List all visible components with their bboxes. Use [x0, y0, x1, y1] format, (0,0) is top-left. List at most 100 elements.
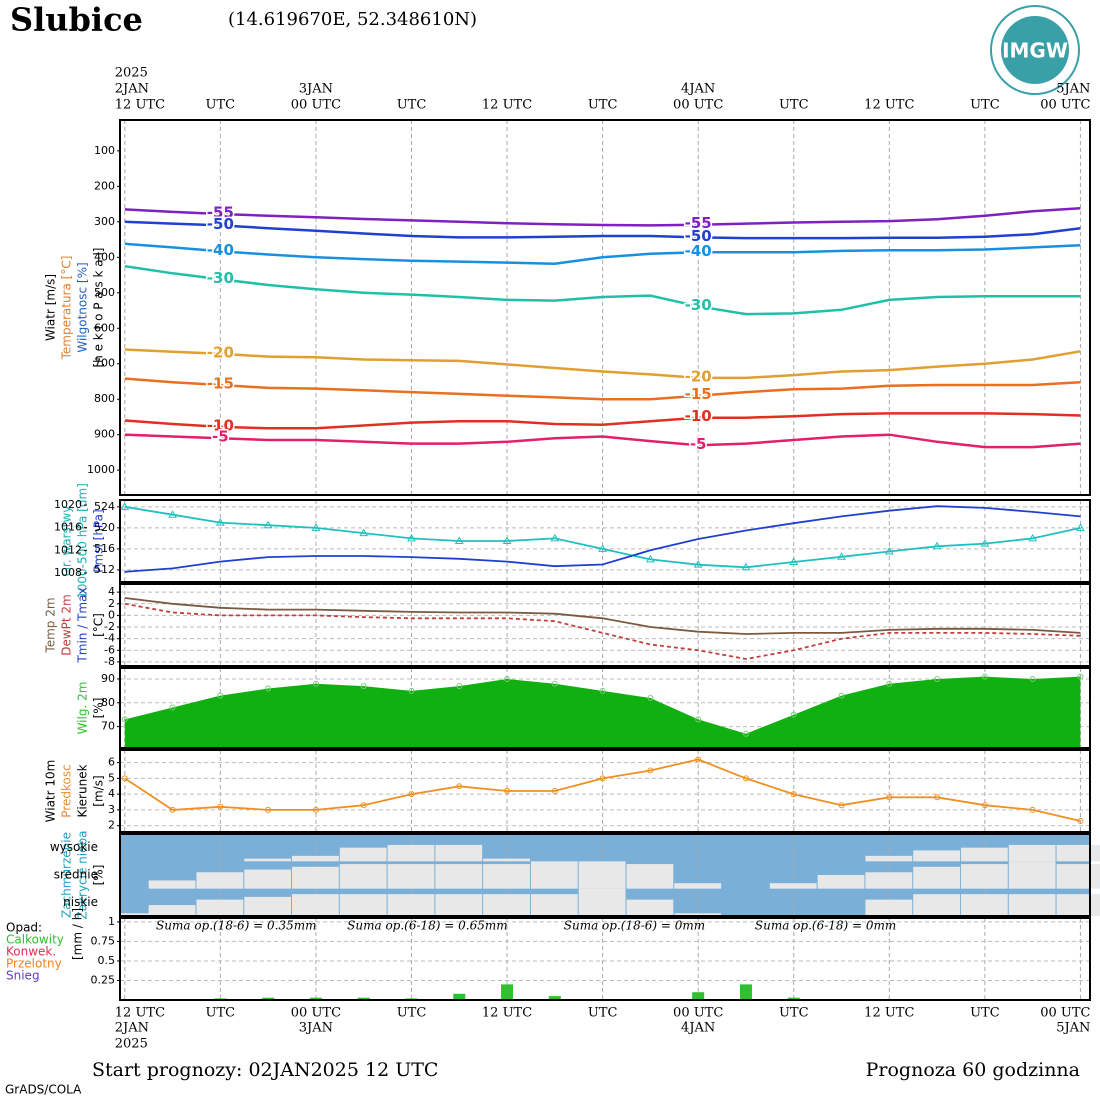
title: Slubice	[10, 1, 143, 39]
humidity-point	[790, 711, 797, 718]
point-marker	[312, 806, 319, 813]
panel: Gr. warstwy 1000-500 hPa [dm] Pmsl [hPa]51…	[54, 483, 1091, 599]
y-tick-label: 4	[108, 585, 115, 598]
cloud-bar	[435, 864, 483, 889]
triangle-marker	[693, 560, 703, 568]
humidity-point	[217, 692, 224, 699]
point-marker	[981, 802, 988, 809]
cloud-bar	[1056, 864, 1100, 889]
side-label: DewPt 2m	[60, 594, 74, 656]
precip-sum: Suma op.(18-6) = 0.35mm	[156, 919, 317, 933]
y-tick-label: 100	[94, 144, 115, 157]
triangle-marker	[550, 533, 560, 542]
y-tick-label: 70	[101, 720, 115, 733]
side-label: Predkosc	[60, 764, 74, 817]
cloud-bar	[913, 850, 960, 862]
humidity-point	[408, 687, 415, 694]
y-tick-label: 800	[94, 392, 115, 405]
x-tick-label: UTC	[779, 1006, 809, 1021]
side-label: Wilgotnosc [%]	[76, 262, 90, 352]
y-tick-label: 0.25	[91, 973, 116, 986]
cloud-bar	[148, 905, 196, 916]
side-label: [m/s]	[92, 775, 106, 806]
x-tick-label: 00 UTC	[673, 98, 723, 113]
point-marker	[456, 783, 463, 790]
panel: Wiatr 10m Predkosc Kierunek [m/s]2 3 4 5 6	[44, 749, 1091, 833]
x-tick-label: UTC	[206, 98, 236, 113]
x-tick-label: UTC	[779, 98, 809, 113]
forecast-start: Start prognozy: 02JAN2025 12 UTC	[92, 1059, 438, 1081]
triangle-marker	[454, 536, 464, 544]
y-tick-label: -6	[104, 643, 115, 656]
isotherm	[124, 377, 1081, 401]
precip-bar	[357, 997, 370, 1000]
y-tick-label: 700	[94, 357, 115, 370]
triangle-marker	[168, 510, 177, 518]
cloud-bar	[1056, 844, 1100, 862]
isotherm-label: -10	[685, 407, 712, 425]
side-label: [mm / h]	[71, 908, 85, 960]
panel-frame	[119, 749, 1091, 833]
cloud-bar	[483, 864, 530, 889]
triangle-marker	[120, 502, 130, 510]
side-label: Opad:	[6, 921, 42, 935]
humidity-point	[504, 675, 511, 682]
x-tick-label: 00 UTC	[1040, 98, 1090, 113]
cloud-bar	[483, 894, 530, 916]
triangle-marker	[741, 562, 751, 571]
y2-tick-label: 1016	[54, 521, 82, 534]
side-label: Przelotny	[6, 957, 62, 971]
triangle-marker	[407, 533, 416, 542]
isotherm-label: -10	[207, 416, 234, 434]
side-label: Wilg. 2m	[76, 682, 90, 735]
cloud-level-label: niskie	[63, 895, 98, 909]
y-tick-label: 1	[108, 915, 115, 928]
humidity-point	[647, 695, 654, 701]
side-label: [%]	[92, 698, 106, 719]
cloud-bar	[626, 899, 674, 916]
y-tick-label: 5	[108, 771, 115, 784]
isotherm-label: -55	[685, 214, 712, 232]
y-tick-label: -2	[104, 620, 115, 633]
x-tick-label: 12 UTC	[864, 98, 914, 113]
cloud-bar	[913, 866, 960, 889]
side-label: Snieg	[6, 969, 40, 983]
y-tick-label: 600	[94, 321, 115, 334]
x-tick-label: 12 UTC	[864, 1006, 914, 1021]
x-tick-label: 00 UTC	[673, 1006, 723, 1021]
cloud-bar	[769, 883, 817, 889]
precip-bar	[501, 984, 514, 1000]
cloud-bar	[960, 847, 1008, 862]
date-label: 4JAN	[681, 82, 715, 97]
cloud-bar	[960, 894, 1008, 916]
y-tick-label: 90	[101, 672, 115, 685]
cloud-bar	[960, 864, 1008, 889]
cloud-bar	[1008, 894, 1056, 916]
point-marker	[408, 791, 415, 798]
series-line	[124, 597, 1081, 635]
precip-sum: Suma op.(6-18) = 0.65mm	[347, 919, 508, 933]
humidity-point	[981, 673, 988, 680]
y-tick-label: 200	[94, 179, 115, 192]
y2-tick-label: 1008	[54, 566, 82, 579]
point-marker	[121, 775, 128, 782]
cloud-bar	[865, 872, 913, 889]
series-line	[124, 505, 1081, 573]
isotherm-label: -15	[207, 375, 234, 393]
cloud-bar	[387, 844, 435, 862]
triangle-marker	[646, 554, 655, 563]
cloud-bar	[339, 847, 387, 862]
x-tick-label: 12 UTC	[482, 1006, 532, 1021]
x-tick-label: 00 UTC	[1040, 1006, 1090, 1021]
panel-frame	[119, 667, 1091, 749]
cloud-bar	[865, 855, 913, 862]
precip-sum: Suma op.(18-6) = 0mm	[564, 919, 705, 933]
triangle-marker	[311, 523, 321, 531]
precip-bar	[787, 997, 800, 1000]
cloud-bar	[196, 872, 244, 889]
cloud-bar	[530, 894, 578, 916]
precip-bar	[309, 997, 322, 1000]
point-marker	[838, 802, 845, 809]
y-tick-label: 2	[108, 597, 115, 610]
cloud-bar	[387, 864, 435, 889]
